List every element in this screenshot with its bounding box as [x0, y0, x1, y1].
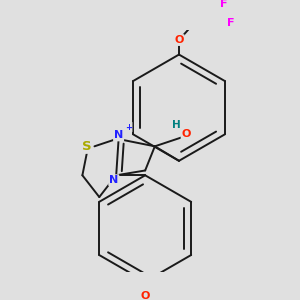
Text: F: F: [220, 0, 227, 9]
Text: O: O: [182, 129, 191, 139]
Text: O: O: [174, 35, 184, 45]
Text: O: O: [140, 291, 150, 300]
Text: S: S: [82, 140, 92, 153]
Text: F: F: [227, 18, 235, 28]
Text: N: N: [109, 175, 119, 185]
Text: +: +: [125, 122, 132, 131]
Text: H: H: [172, 120, 181, 130]
Text: N: N: [114, 130, 123, 140]
